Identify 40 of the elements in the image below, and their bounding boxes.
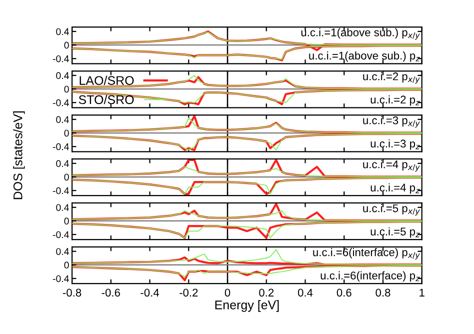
y-axis-title: DOS [states/eV]: [13, 111, 25, 200]
y-tick-label: -0.4: [52, 187, 69, 194]
annotation: u.c.i.=5 p$_{x/y}$: [363, 204, 420, 216]
annotation: u.c.i.=4 p$_{x/y}$: [363, 160, 420, 172]
annotation: u.c.i.=1(above sub.) p$_{z}$: [309, 51, 420, 62]
x-tick-label: 1: [420, 288, 424, 296]
y-tick-label: 0: [64, 174, 69, 181]
y-tick-label: 0.4: [56, 204, 69, 211]
annotation: u.c.i.=6(interface) p$_{x/y}$: [313, 248, 420, 260]
y-tick-label: 0.4: [56, 28, 69, 36]
annotation: u.c.i.=2 p$_{x/y}$: [363, 72, 420, 84]
x-tick-label: -0.2: [180, 288, 198, 297]
x-tick-label: -0.8: [62, 288, 82, 297]
y-tick-label: -0.4: [52, 231, 69, 238]
annotation: u.c.i.=3 p$_{x/y}$: [363, 116, 420, 128]
legend-label: LAO/SRO: [80, 76, 134, 85]
y-tick-label: 0: [64, 86, 69, 93]
y-tick-label: -0.4: [52, 275, 69, 282]
y-tick-label: 0.4: [56, 248, 69, 255]
x-axis-title: Energy [eV]: [215, 300, 279, 312]
x-tick-label: 0: [224, 288, 230, 297]
y-tick-label: -0.4: [52, 143, 69, 150]
y-tick-label: 0.4: [56, 116, 69, 124]
annotation: u.c.i.=1(above sub.) p$_{x/y}$: [301, 28, 420, 40]
annotation: u.c.i.=2 p$_{z}$: [370, 95, 420, 106]
legend-label: STO/SRO: [78, 94, 134, 104]
y-tick-label: 0: [64, 218, 69, 225]
y-tick-label: -0.4: [52, 99, 69, 106]
x-tick-label: -0.4: [140, 288, 160, 297]
x-tick-label: 0.6: [336, 288, 352, 297]
y-tick-label: 0.4: [56, 72, 69, 80]
x-tick-label: 0.2: [259, 288, 274, 297]
y-tick-label: 0: [64, 42, 69, 49]
x-tick-label: -0.6: [102, 288, 120, 297]
y-tick-label: 0: [64, 262, 69, 269]
y-tick-label: 0: [64, 130, 69, 137]
y-tick-label: 0.4: [56, 160, 69, 168]
x-tick-label: 0.8: [376, 288, 390, 297]
x-tick-label: 0.4: [298, 288, 313, 297]
y-tick-label: -0.4: [52, 55, 69, 62]
